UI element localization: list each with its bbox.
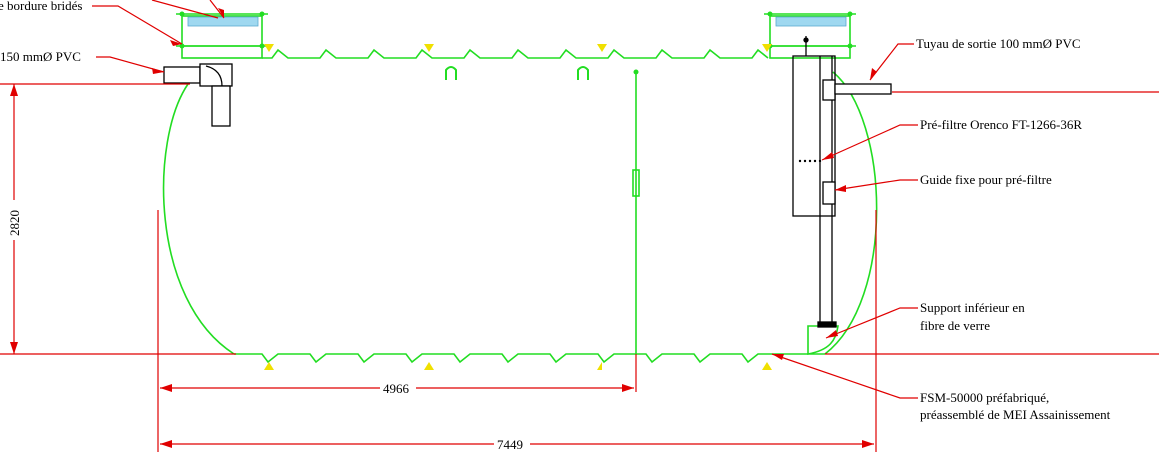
tank-right-dome <box>824 71 878 355</box>
riser-bolts <box>179 11 853 75</box>
left-lid <box>187 16 259 27</box>
support-label-line2: fibre de verre <box>920 318 990 333</box>
prefilter-housing <box>792 55 836 217</box>
tank-body <box>162 13 878 364</box>
support-label-line1: Support inférieur en <box>920 300 1025 315</box>
prefilter-holes <box>798 159 822 163</box>
vent-symbol-2 <box>577 66 589 80</box>
right-riser <box>769 15 851 59</box>
fiberglass-support <box>807 325 839 355</box>
outlet-pipe <box>834 83 892 95</box>
partition-opening <box>632 169 640 197</box>
prefilter-label: Pré-filtre Orenco FT-1266-36R <box>920 117 1082 132</box>
tank-left-dome <box>162 83 235 355</box>
partial-length-dimension: 4966 <box>383 381 410 396</box>
vent-symbol-1 <box>445 66 457 80</box>
top-left-lid-label: e bordure bridés <box>0 0 82 13</box>
guide-label: Guide fixe pour pré-filtre <box>920 172 1052 187</box>
tank-label-line2: préassemblé de MEI Assainissement <box>920 407 1111 422</box>
tank-top-corrugation <box>262 48 769 59</box>
dimension-arrows <box>10 8 877 448</box>
inlet-pipe-label: 150 mmØ PVC <box>0 49 81 64</box>
right-edge-dimension: 3514 <box>1156 232 1159 255</box>
tank-bottom-corrugation <box>234 353 825 364</box>
height-dimension: 2820 <box>7 210 22 236</box>
lifting-markers <box>264 44 772 370</box>
total-length-dimension: 7449 <box>497 437 523 452</box>
outlet-assembly <box>792 36 892 328</box>
right-lid <box>775 16 847 27</box>
outlet-pipe-label: Tuyau de sortie 100 mmØ PVC <box>916 36 1081 51</box>
inlet-pipe <box>163 63 233 127</box>
tank-label-line1: FSM-50000 préfabriqué, <box>920 390 1049 405</box>
